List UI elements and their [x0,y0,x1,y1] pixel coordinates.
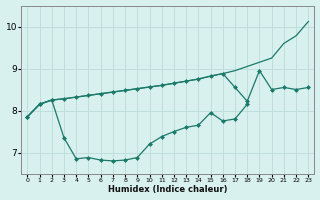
X-axis label: Humidex (Indice chaleur): Humidex (Indice chaleur) [108,185,228,194]
